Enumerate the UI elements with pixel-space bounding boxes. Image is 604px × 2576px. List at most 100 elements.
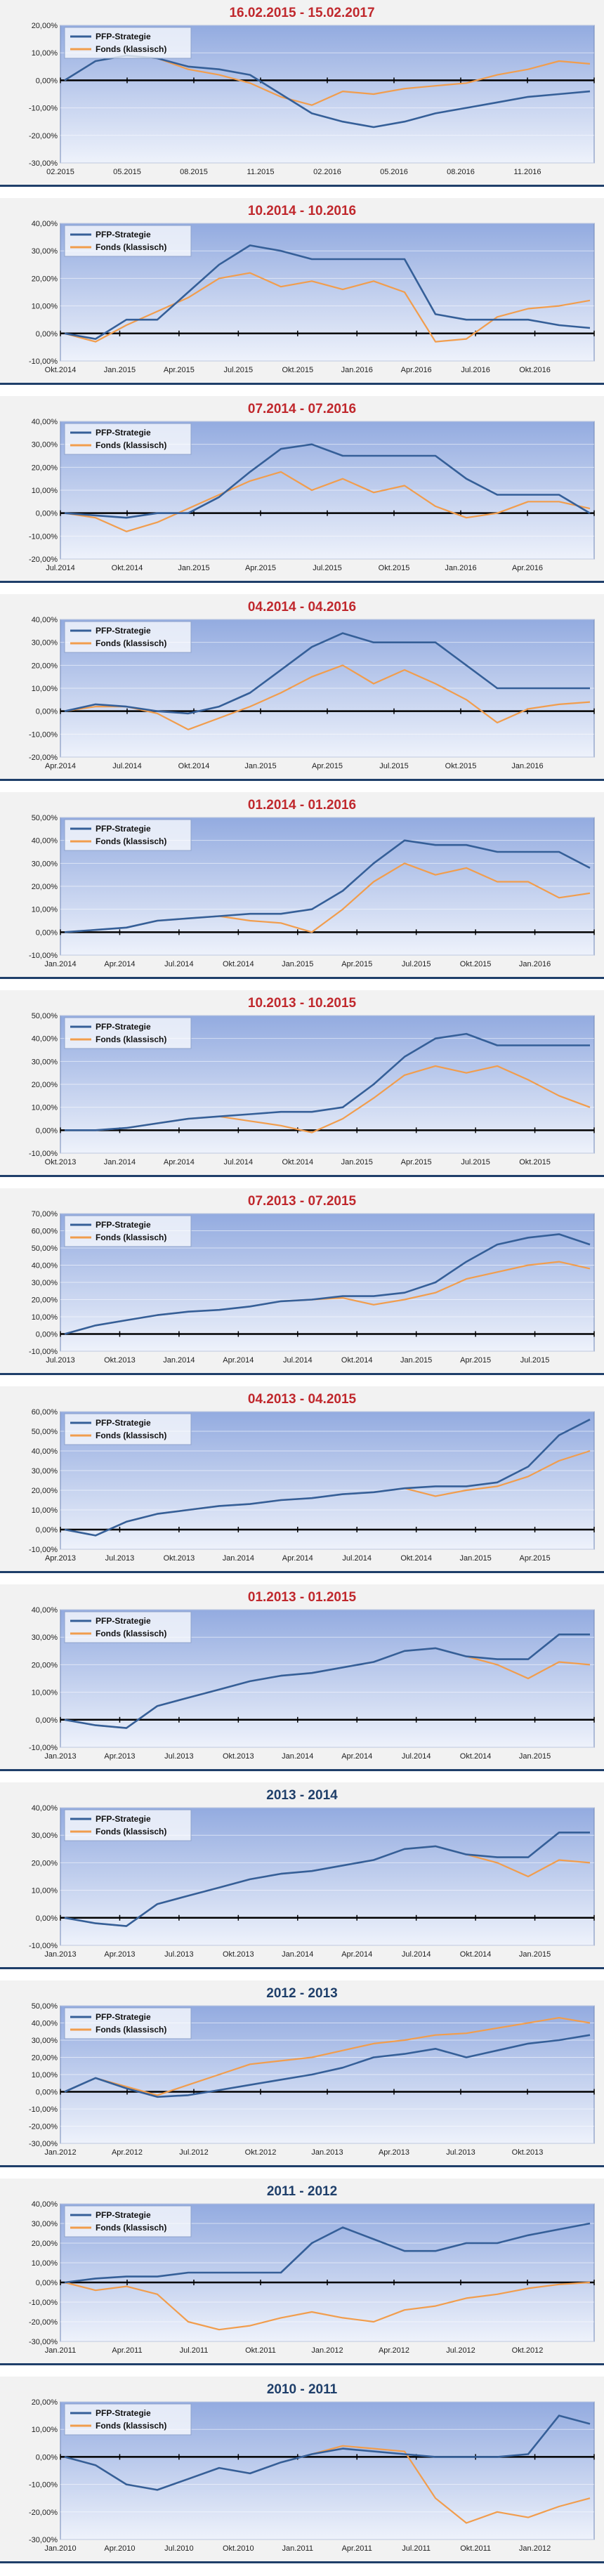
y-tick-label: 30,00%: [32, 2220, 58, 2228]
y-tick-label: 40,00%: [32, 220, 58, 228]
y-tick-label: 40,00%: [32, 418, 58, 426]
x-tick-label: Apr.2014: [164, 1158, 195, 1167]
y-tick-label: 0,00%: [36, 708, 58, 716]
x-tick-label: Jul.2013: [164, 1752, 194, 1761]
y-tick-label: -10,00%: [29, 730, 58, 739]
x-tick-label: 11.2016: [514, 168, 541, 176]
x-tick-label: Apr.2015: [460, 1356, 491, 1365]
legend-label: Fonds (klassisch): [96, 1629, 166, 1638]
x-tick-label: Apr.2015: [341, 960, 372, 968]
line-chart: 50,00% 40,00% 30,00% 20,00% 10,00% 0,00% -10,0…: [29, 814, 595, 968]
chart-title: 04.2014 - 04.2016: [247, 600, 357, 615]
y-tick-label: 30,00%: [32, 2037, 58, 2045]
y-tick-label: 10,00%: [32, 1313, 58, 1322]
legend-label: PFP-Strategie: [96, 1616, 151, 1626]
x-tick-label: Jul.2015: [520, 1356, 550, 1365]
x-tick-label: Okt.2015: [519, 1158, 551, 1167]
chart-title: 10.2014 - 10.2016: [247, 204, 357, 218]
y-tick-label: 10,00%: [32, 1689, 58, 1697]
line-chart: 40,00% 30,00% 20,00% 10,00% 0,00% -10,00% -20,…: [29, 2200, 595, 2355]
x-tick-label: Apr.2015: [245, 564, 276, 572]
x-tick-label: Okt.2013: [512, 2148, 544, 2157]
legend: PFP-Strategie Fonds (klassisch): [64, 1017, 192, 1049]
x-tick-label: Jan.2012: [44, 2148, 76, 2157]
legend-label: Fonds (klassisch): [96, 1233, 166, 1242]
x-tick-label: Jan.2013: [44, 1950, 76, 1959]
y-tick-label: 10,00%: [32, 2071, 58, 2079]
x-tick-label: Jan.2010: [44, 2544, 76, 2553]
legend: PFP-Strategie Fonds (klassisch): [64, 1809, 192, 1841]
x-tick-label: Okt.2011: [245, 2346, 276, 2355]
legend-label: Fonds (klassisch): [96, 1034, 166, 1044]
x-tick-label: Jul.2015: [402, 960, 431, 968]
series-line-fonds: [64, 471, 591, 532]
line-chart: 20,00%10,00%0,00%-10,00%-20,00%-30,00%02…: [29, 22, 595, 176]
y-tick-label: 30,00%: [32, 1279, 58, 1287]
series-line-pfp: [64, 2414, 591, 2491]
y-tick-label: -10,00%: [29, 2105, 58, 2114]
y-tick-label: -10,00%: [29, 1546, 58, 1554]
y-tick-label: 0,00%: [36, 2453, 58, 2462]
x-tick-label: 02.2016: [313, 168, 341, 176]
x-tick-label: Apr.2015: [164, 366, 195, 374]
chart-title: 2013 - 2014: [266, 1788, 338, 1803]
x-tick-label: Apr.2013: [379, 2148, 409, 2157]
x-tick-label: Jul.2014: [46, 564, 75, 572]
y-tick-label: 30,00%: [32, 639, 58, 648]
x-tick-label: Jan.2014: [282, 1752, 313, 1761]
legend: PFP-Strategie Fonds (klassisch): [64, 621, 192, 653]
x-tick-label: Apr.2016: [401, 366, 432, 374]
x-tick-label: Jul.2015: [379, 762, 409, 770]
y-tick-label: 10,00%: [32, 685, 58, 693]
x-tick-label: Okt.2014: [282, 1158, 313, 1167]
x-tick-label: 02.2015: [46, 168, 74, 176]
x-tick-label: Jan.2015: [519, 1752, 551, 1761]
legend: PFP-Strategie Fonds (klassisch): [64, 225, 192, 257]
legend-label: PFP-Strategie: [96, 824, 151, 834]
x-tick-label: Jul.2013: [105, 1554, 135, 1563]
x-tick-label: Apr.2016: [512, 564, 543, 572]
x-tick-label: Okt.2013: [164, 1554, 195, 1563]
x-tick-label: Apr.2014: [223, 1356, 254, 1365]
x-tick-label: Jan.2016: [445, 564, 476, 572]
y-tick-label: 0,00%: [36, 1716, 58, 1725]
legend-label: Fonds (klassisch): [96, 2025, 166, 2035]
x-tick-label: Apr.2015: [401, 1158, 432, 1167]
chart-panel: 10.2014 - 10.2016 40,00% 30,00% 20,00% 10,00…: [0, 198, 604, 385]
chart-panel: 01.2013 - 01.2015 40,00% 30,00% 20,00% 10,00…: [0, 1584, 604, 1771]
x-tick-label: Okt.2014: [460, 1752, 492, 1761]
series-line-pfp: [64, 2034, 591, 2098]
legend-label: PFP-Strategie: [96, 230, 151, 239]
y-tick-label: 30,00%: [32, 1832, 58, 1840]
x-tick-label: Jul.2015: [313, 564, 342, 572]
chart-title: 07.2014 - 07.2016: [247, 402, 357, 416]
y-tick-label: -20,00%: [29, 132, 58, 140]
y-tick-label: -10,00%: [29, 1150, 58, 1158]
legend: PFP-Strategie Fonds (klassisch): [64, 819, 192, 851]
x-tick-label: Jul.2014: [402, 1950, 431, 1959]
series-line-pfp: [65, 1032, 590, 1131]
y-tick-label: -10,00%: [29, 1942, 58, 1950]
x-tick-label: Jan.2016: [511, 762, 543, 770]
y-tick-label: -10,00%: [29, 1348, 58, 1356]
series-line-pfp: [64, 1419, 591, 1537]
x-tick-label: Okt.2012: [512, 2346, 544, 2355]
y-tick-label: 20,00%: [32, 1081, 58, 1089]
x-tick-label: Jan.2015: [519, 1950, 551, 1959]
y-tick-label: 10,00%: [32, 906, 58, 914]
legend: PFP-Strategie Fonds (klassisch): [64, 2403, 192, 2436]
legend-label: PFP-Strategie: [96, 2210, 151, 2220]
y-tick-label: 40,00%: [32, 616, 58, 624]
chart-panel: 07.2014 - 07.2016 40,00% 30,00% 20,00% 10,00…: [0, 396, 604, 583]
y-tick-label: -20,00%: [29, 556, 58, 564]
x-tick-label: Okt.2014: [460, 1950, 492, 1959]
y-tick-label: 0,00%: [36, 77, 58, 85]
y-tick-label: 0,00%: [36, 1126, 58, 1135]
x-tick-label: 08.2015: [180, 168, 208, 176]
x-tick-label: Apr.2014: [282, 1554, 313, 1563]
legend-label: PFP-Strategie: [96, 626, 151, 636]
chart-title: 04.2013 - 04.2015: [247, 1392, 357, 1407]
y-tick-label: 20,00%: [32, 275, 58, 283]
x-tick-label: Apr.2013: [104, 1950, 135, 1959]
y-tick-label: -30,00%: [29, 2140, 58, 2148]
